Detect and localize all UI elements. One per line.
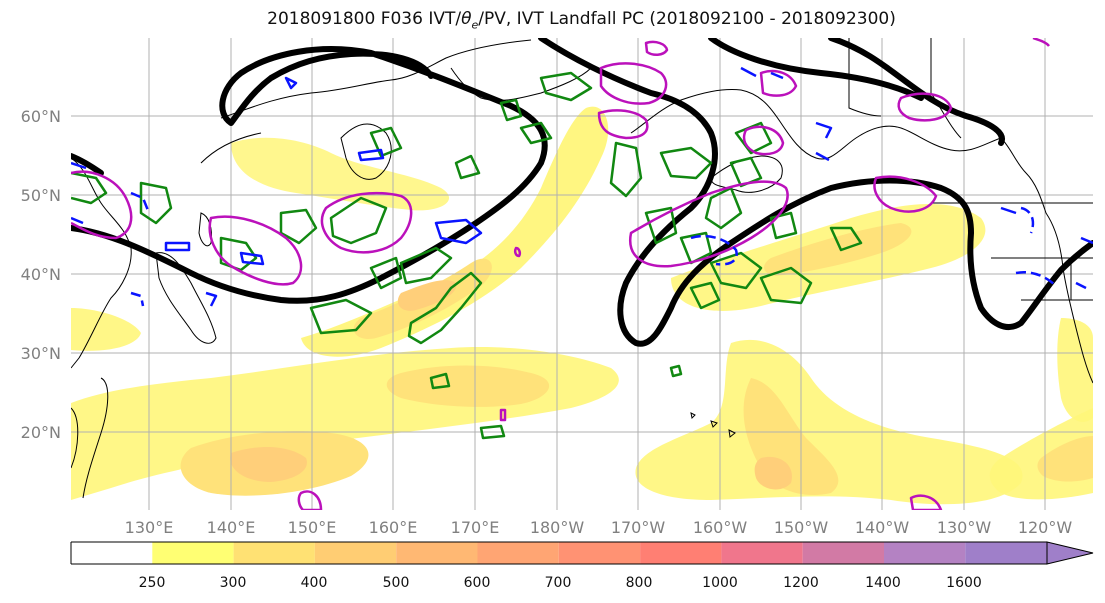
lon-label-120w: 120°W — [1017, 518, 1073, 537]
colorbar-tick-800: 800 — [625, 575, 653, 591]
colorbar-segment — [477, 542, 559, 564]
ivt-landfall-contours — [71, 38, 1093, 347]
lon-label-170e: 170°E — [450, 518, 500, 537]
ivt-fill-layer — [71, 106, 1093, 505]
lon-label-130w: 130°W — [936, 518, 992, 537]
colorbar-segment — [802, 542, 884, 564]
map-title: 2018091800 F036 IVT/θe/PV, IVT Landfall … — [267, 9, 896, 32]
lon-label-130e: 130°E — [124, 518, 174, 537]
lon-label-180w: 180°W — [529, 518, 585, 537]
lon-label-150e: 150°E — [287, 518, 337, 537]
pv-positive-contours — [71, 38, 1050, 510]
ivt-colorbar — [70, 541, 1094, 565]
colorbar-segment — [233, 542, 315, 564]
lon-label-150w: 150°W — [773, 518, 829, 537]
colorbar-segment — [152, 542, 234, 564]
map-panel — [71, 38, 1093, 510]
lat-label-30n: 30°N — [20, 344, 61, 363]
colorbar-segment — [640, 542, 722, 564]
colorbar-segment — [71, 542, 153, 564]
lon-label-160e: 160°E — [368, 518, 418, 537]
lat-label-50n: 50°N — [20, 186, 61, 205]
colorbar-tick-250: 250 — [138, 575, 166, 591]
colorbar-segment — [721, 542, 803, 564]
coastlines — [71, 38, 1093, 499]
lon-label-140e: 140°E — [206, 518, 256, 537]
colorbar-tick-500: 500 — [382, 575, 410, 591]
lon-label-160w: 160°W — [692, 518, 748, 537]
pv-negative-contours — [71, 66, 1093, 307]
ivt-blob-central-pacific — [635, 339, 1023, 505]
colorbar-tick-1000: 1000 — [702, 575, 738, 591]
colorbar-segment — [884, 542, 966, 564]
colorbar-segment — [314, 542, 397, 564]
colorbar-tick-1400: 1400 — [865, 575, 901, 591]
lat-label-40n: 40°N — [20, 265, 61, 284]
lat-label-60n: 60°N — [20, 107, 61, 126]
colorbar-tick-400: 400 — [300, 575, 328, 591]
colorbar-tick-600: 600 — [463, 575, 491, 591]
lon-label-140w: 140°W — [854, 518, 910, 537]
lon-label-170w: 170°W — [610, 518, 666, 537]
colorbar-extend-arrow — [1046, 541, 1094, 565]
colorbar-tick-1600: 1600 — [946, 575, 982, 591]
colorbar-segment — [396, 542, 478, 564]
colorbar-tick-700: 700 — [544, 575, 572, 591]
colorbar-tick-300: 300 — [219, 575, 247, 591]
colorbar-segment — [558, 542, 641, 564]
lat-label-20n: 20°N — [20, 423, 61, 442]
colorbar-tick-1200: 1200 — [783, 575, 819, 591]
colorbar-segment — [965, 542, 1047, 564]
